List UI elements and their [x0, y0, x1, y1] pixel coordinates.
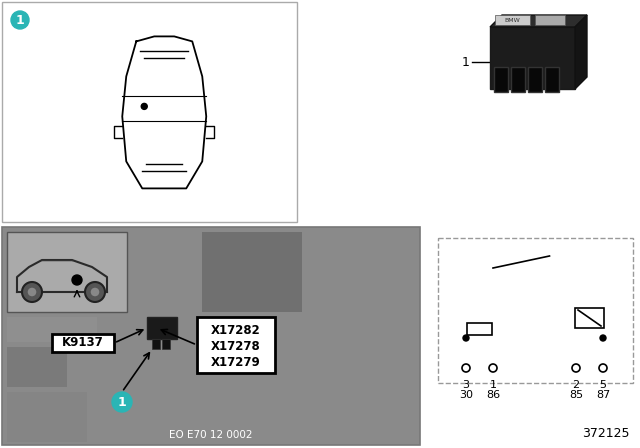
Bar: [528, 67, 542, 92]
Bar: [545, 67, 559, 92]
Circle shape: [112, 392, 132, 412]
Circle shape: [90, 287, 100, 297]
Bar: [438, 238, 633, 383]
Bar: [511, 67, 525, 92]
Bar: [467, 323, 492, 335]
Bar: [490, 27, 575, 89]
Text: 1: 1: [15, 13, 24, 26]
Circle shape: [11, 11, 29, 29]
Text: 372125: 372125: [582, 427, 630, 440]
Text: X17282: X17282: [211, 323, 261, 336]
Circle shape: [462, 364, 470, 372]
Bar: [152, 339, 160, 349]
Text: 86: 86: [486, 390, 500, 400]
Bar: [202, 232, 302, 312]
Circle shape: [141, 103, 147, 109]
Circle shape: [572, 364, 580, 372]
Circle shape: [85, 282, 105, 302]
Bar: [52, 334, 114, 352]
Polygon shape: [575, 15, 587, 89]
Bar: [2, 2, 297, 222]
Bar: [7, 232, 127, 312]
Text: 5: 5: [600, 380, 607, 390]
Bar: [197, 317, 275, 373]
Bar: [162, 339, 170, 349]
Bar: [147, 317, 177, 339]
Text: 3: 3: [463, 380, 470, 390]
Text: 1: 1: [490, 380, 497, 390]
Text: 30: 30: [459, 390, 473, 400]
Bar: [7, 232, 107, 277]
Circle shape: [27, 287, 37, 297]
Text: X17279: X17279: [211, 356, 261, 369]
Bar: [7, 347, 67, 387]
Bar: [7, 317, 97, 342]
Circle shape: [489, 364, 497, 372]
Text: X17278: X17278: [211, 340, 261, 353]
Circle shape: [72, 275, 82, 285]
Circle shape: [600, 335, 606, 341]
Circle shape: [22, 282, 42, 302]
Bar: [495, 15, 530, 25]
Circle shape: [463, 335, 469, 341]
Bar: [494, 67, 508, 92]
Text: K9137: K9137: [62, 336, 104, 349]
Circle shape: [599, 364, 607, 372]
Text: 1: 1: [462, 56, 470, 69]
Polygon shape: [490, 15, 587, 27]
Bar: [7, 282, 87, 312]
Text: 1: 1: [118, 396, 126, 409]
Bar: [7, 392, 87, 442]
Text: 85: 85: [569, 390, 583, 400]
Text: EO E70 12 0002: EO E70 12 0002: [169, 430, 253, 440]
Bar: [535, 15, 565, 25]
Bar: [2, 227, 420, 445]
Text: 2: 2: [572, 380, 580, 390]
Bar: [575, 308, 604, 328]
Text: 87: 87: [596, 390, 610, 400]
Text: BMW: BMW: [504, 17, 520, 22]
